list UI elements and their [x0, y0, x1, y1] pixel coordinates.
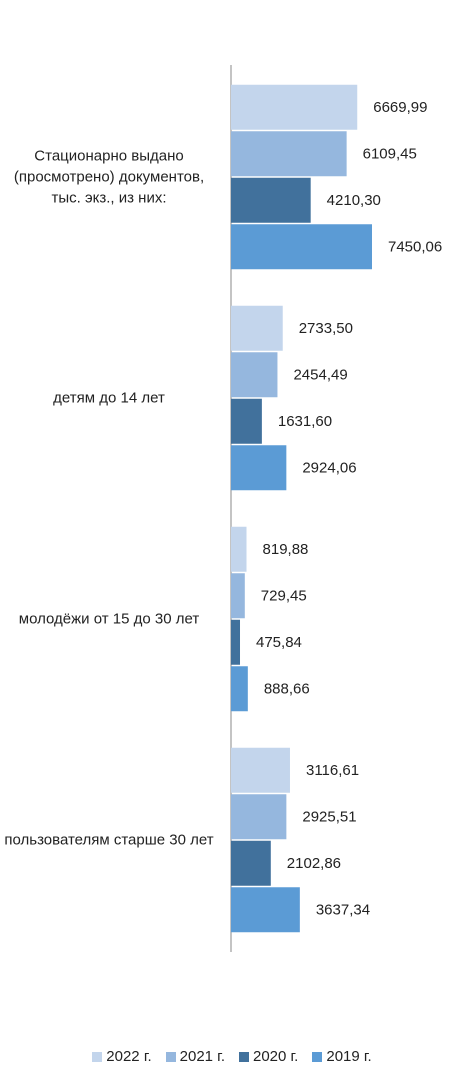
value-label: 1631,60: [278, 413, 332, 430]
value-label: 2454,49: [293, 367, 347, 384]
legend-label: 2021 г.: [179, 1048, 225, 1065]
legend-label: 2022 г.: [106, 1048, 152, 1065]
bar: [231, 398, 262, 444]
legend-label: 2019 г.: [326, 1048, 372, 1065]
value-label: 2733,50: [299, 320, 353, 337]
bar: [231, 224, 372, 270]
legend: 2022 г. 2021 г. 2020 г. 2019 г.: [0, 1048, 464, 1065]
value-label: 2924,06: [302, 460, 356, 477]
legend-swatch: [312, 1051, 323, 1062]
category-label: Стационарно выдано (просмотрено) докумен…: [13, 147, 205, 207]
bar: [231, 131, 347, 177]
value-label: 2925,51: [302, 809, 356, 826]
value-label: 6109,45: [363, 146, 417, 163]
value-label: 475,84: [256, 634, 302, 651]
bar: [231, 747, 290, 793]
value-label: 4210,30: [327, 192, 381, 209]
legend-item: 2022 г.: [92, 1048, 152, 1065]
value-label: 3637,34: [316, 902, 370, 919]
bar: [231, 526, 247, 572]
legend-item: 2021 г.: [165, 1048, 225, 1065]
bar: [231, 177, 311, 223]
bar: [231, 573, 245, 619]
category-label: детям до 14 лет: [53, 389, 165, 407]
bar: [231, 794, 287, 840]
legend-item: 2020 г.: [239, 1048, 298, 1065]
value-label: 6669,99: [373, 99, 427, 116]
bar: [231, 666, 248, 712]
legend-swatch: [239, 1051, 249, 1062]
bar: [231, 445, 287, 491]
value-label: 7450,06: [388, 239, 442, 256]
value-label: 819,88: [263, 541, 309, 558]
value-label: 729,45: [261, 588, 307, 605]
bar: [231, 352, 278, 398]
bar: [231, 887, 300, 933]
value-label: 888,66: [264, 681, 310, 698]
bar: [231, 619, 241, 665]
legend-item: 2019 г.: [312, 1048, 372, 1065]
bar: [231, 305, 283, 351]
bar: [231, 840, 271, 886]
category-label: молодёжи от 15 до 30 лет: [18, 610, 200, 628]
legend-swatch: [165, 1051, 176, 1062]
value-label: 3116,61: [306, 762, 359, 779]
legend-swatch: [92, 1051, 103, 1062]
bar: [231, 84, 358, 130]
legend-label: 2020 г.: [253, 1048, 299, 1065]
value-label: 2102,86: [287, 855, 341, 872]
category-label: пользователям старше 30 лет: [4, 831, 214, 849]
